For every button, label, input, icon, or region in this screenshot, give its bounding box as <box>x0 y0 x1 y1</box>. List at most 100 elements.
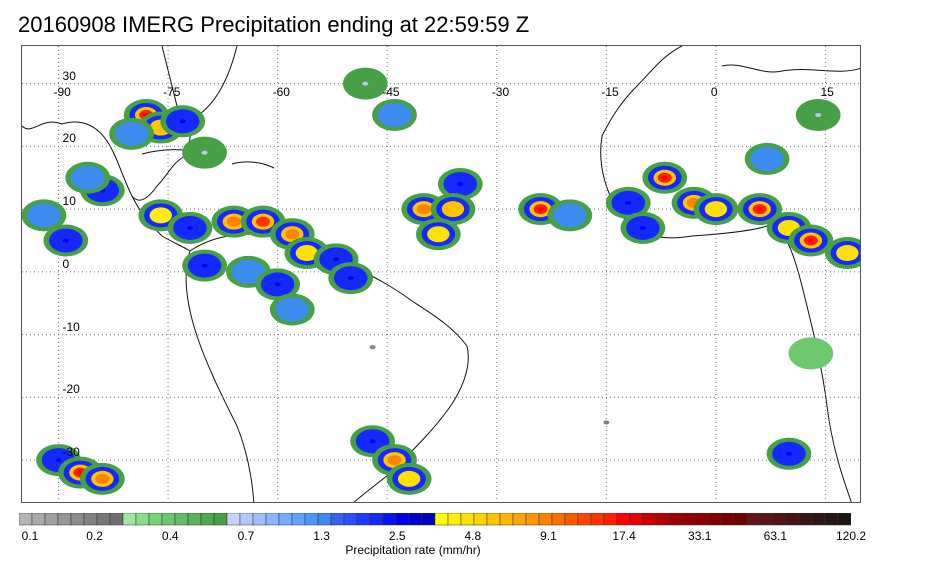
colorbar-swatch <box>317 513 332 526</box>
lat-tick-label: 10 <box>62 194 76 209</box>
precip-core <box>815 113 822 118</box>
precip-core <box>391 458 398 463</box>
precip-core <box>785 451 792 456</box>
precip-cell <box>255 268 301 301</box>
precip-cell <box>605 186 651 219</box>
lat-tick-label: 0 <box>62 256 70 271</box>
precip-core <box>274 282 281 287</box>
colorbar-swatch <box>148 513 163 526</box>
precip-core <box>406 476 413 481</box>
map-canvas <box>22 46 860 502</box>
precip-cell <box>795 99 841 132</box>
colorbar-tick-label: 4.8 <box>464 529 482 543</box>
precip-core <box>625 200 632 205</box>
colorbar-swatch <box>252 513 267 526</box>
precip-cell <box>693 193 739 226</box>
colorbar-swatch <box>720 513 735 526</box>
precip-core <box>369 345 376 350</box>
colorbar-swatch <box>798 513 813 526</box>
colorbar-swatch <box>265 513 280 526</box>
precip-cell <box>342 67 388 100</box>
colorbar-title: Precipitation rate (mm/hr) <box>345 543 481 557</box>
precip-core <box>537 207 544 212</box>
colorbar-tick-label: 1.3 <box>313 529 330 543</box>
precip-core <box>157 213 164 218</box>
colorbar-swatch <box>343 513 358 526</box>
colorbar-tick-label: 9.1 <box>540 529 557 543</box>
precip-cell <box>269 293 315 326</box>
precip-core <box>289 307 296 312</box>
precip-core <box>333 257 340 262</box>
colorbar-swatch <box>226 513 241 526</box>
precip-cell <box>547 199 593 232</box>
precip-cell <box>620 211 666 244</box>
precip-core <box>99 476 106 481</box>
colorbar-swatch <box>434 513 449 526</box>
colorbar-tick-label: 120.2 <box>835 529 867 543</box>
colorbar-swatch <box>304 513 319 526</box>
lat-tick-label: 20 <box>62 131 76 146</box>
precip-cell <box>22 199 67 232</box>
precip-cell <box>415 218 461 251</box>
precip-core <box>179 119 186 124</box>
colorbar-tick-label: 2.5 <box>388 529 406 543</box>
lon-tick-label: -45 <box>382 84 400 99</box>
precip-cell <box>369 345 376 350</box>
colorbar-tick-label: 0.4 <box>161 529 179 543</box>
colorbar-swatch <box>213 513 228 526</box>
colorbar-swatch <box>44 513 59 526</box>
precip-cell <box>788 337 834 370</box>
colorbar-swatch <box>19 513 33 526</box>
colorbar-swatch <box>200 513 215 526</box>
precip-core <box>260 219 267 224</box>
colorbar-swatch <box>746 513 761 526</box>
colorbar-swatch <box>447 513 462 526</box>
precip-core <box>712 207 719 212</box>
south-america-west-coast <box>185 250 255 502</box>
precip-core <box>201 263 208 268</box>
colorbar-tick-label: 17.4 <box>612 529 636 543</box>
colorbar-swatch <box>278 513 293 526</box>
lon-tick-label: -60 <box>272 84 290 99</box>
colorbar-swatch <box>577 513 592 526</box>
precip-cell <box>160 105 206 138</box>
colorbar-swatch <box>551 513 566 526</box>
colorbar-swatch <box>590 513 605 526</box>
precip-core <box>230 219 237 224</box>
colorbar-swatch <box>824 513 839 526</box>
precip-core <box>807 238 814 243</box>
colorbar-swatch <box>330 513 345 526</box>
colorbar-swatch <box>499 513 514 526</box>
precip-core <box>289 232 296 237</box>
europe-coast <box>721 64 860 73</box>
precip-cell <box>182 249 228 282</box>
precip-core <box>661 175 668 180</box>
colorbar-swatch <box>759 513 774 526</box>
precip-core <box>187 225 193 230</box>
colorbar-swatch <box>525 513 540 526</box>
precip-core <box>807 351 814 356</box>
colorbar-swatch <box>694 513 709 526</box>
lat-tick-label: 30 <box>62 68 76 83</box>
colorbar-swatch <box>681 513 696 526</box>
colorbar-swatch <box>421 513 436 526</box>
colorbar-swatch <box>707 513 722 526</box>
precip-core <box>449 207 456 212</box>
colorbar-swatch <box>31 513 46 526</box>
precip-core <box>603 420 610 425</box>
precip-core <box>245 269 252 274</box>
colorbar-swatch <box>785 513 800 526</box>
lon-tick-label: -75 <box>163 84 181 99</box>
colorbar-swatch <box>356 513 371 526</box>
colorbar-swatch <box>109 513 124 526</box>
colorbar-swatch <box>655 513 670 526</box>
precipitation-layer <box>22 67 860 495</box>
colorbar-swatch <box>83 513 98 526</box>
precip-core <box>764 156 771 161</box>
precip-core <box>369 439 376 444</box>
precip-cell <box>437 168 483 201</box>
colorbar-swatch <box>57 513 72 526</box>
colorbar-swatch <box>564 513 579 526</box>
colorbar-swatch <box>70 513 85 526</box>
precip-core <box>566 213 573 218</box>
